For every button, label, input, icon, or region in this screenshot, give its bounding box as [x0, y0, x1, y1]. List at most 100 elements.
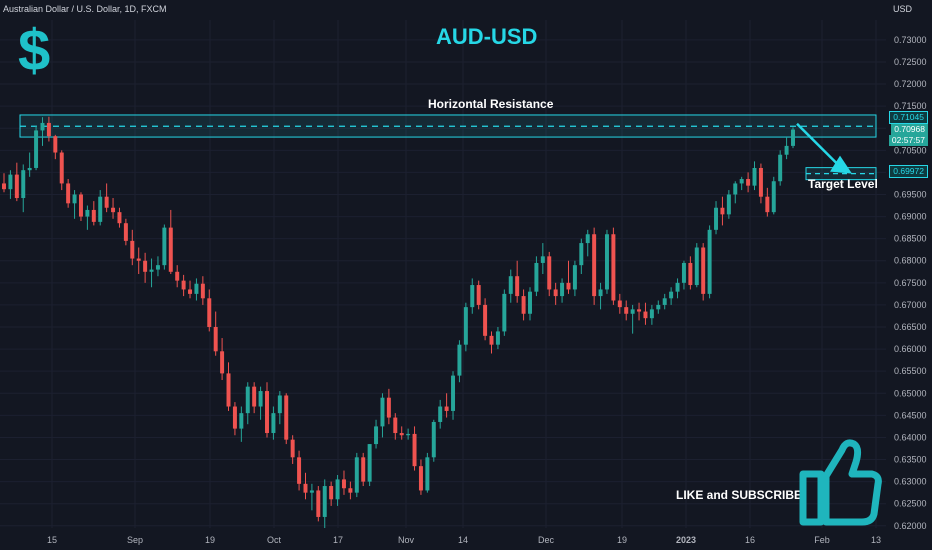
- resistance-price-tag: 0.71045: [889, 111, 928, 124]
- candle: [592, 227, 597, 305]
- candle: [406, 428, 411, 440]
- target-level-label: Target Level: [808, 177, 878, 191]
- target-arrow-line: [796, 122, 839, 166]
- candle-body: [540, 256, 545, 263]
- candle-body: [470, 285, 475, 308]
- candle-body: [784, 145, 789, 155]
- x-tick-label: 14: [458, 535, 468, 545]
- candle-body: [412, 433, 417, 467]
- candle: [181, 274, 186, 297]
- candle: [463, 302, 468, 352]
- candle: [265, 382, 269, 438]
- candle: [220, 338, 225, 381]
- candle-body: [521, 296, 526, 314]
- candle-body: [258, 391, 263, 407]
- candle: [521, 289, 526, 321]
- candle-body: [791, 129, 795, 146]
- dollar-sign-icon: $: [18, 18, 51, 83]
- candle-body: [175, 271, 180, 281]
- candle-body: [162, 227, 167, 266]
- candle-body: [649, 309, 654, 319]
- candle-body: [59, 152, 64, 184]
- candle-body: [104, 196, 109, 208]
- candle: [91, 201, 96, 226]
- candle-body: [188, 289, 193, 294]
- price-axis: 0.730000.725000.720000.715000.710000.705…: [894, 35, 927, 531]
- candle-body: [418, 466, 423, 491]
- y-tick-label: 0.68000: [894, 256, 927, 266]
- candle: [284, 393, 289, 445]
- candle-body: [630, 309, 635, 314]
- candle: [226, 362, 231, 411]
- candle-body: [265, 391, 269, 434]
- candle-body: [245, 386, 250, 414]
- candle: [547, 251, 552, 297]
- candle: [418, 459, 423, 495]
- candle-body: [604, 234, 609, 290]
- candle-body: [239, 413, 244, 429]
- y-tick-label: 0.66000: [894, 344, 927, 354]
- candle: [309, 483, 314, 511]
- candle: [143, 252, 148, 283]
- candle-body: [34, 130, 39, 168]
- candle: [258, 386, 263, 420]
- candle-body: [739, 179, 744, 184]
- candle-body: [220, 351, 225, 374]
- candle: [34, 126, 39, 171]
- candle: [431, 419, 436, 462]
- y-tick-label: 0.69000: [894, 212, 927, 222]
- candle: [637, 302, 642, 321]
- candle-body: [688, 262, 693, 286]
- candle-body: [675, 282, 680, 292]
- candle: [765, 187, 770, 217]
- chart-grid: [0, 20, 886, 528]
- candle: [175, 265, 180, 288]
- candle-body: [726, 194, 731, 215]
- candle: [784, 137, 789, 160]
- candle: [534, 256, 539, 297]
- candle: [771, 176, 776, 215]
- candle-body: [40, 122, 45, 131]
- candle-body: [553, 289, 558, 297]
- x-tick-label: 2023: [676, 535, 696, 545]
- x-tick-label: 15: [47, 535, 57, 545]
- candle: [239, 406, 244, 442]
- candle-body: [733, 183, 738, 195]
- candle: [656, 300, 661, 314]
- candle: [694, 243, 699, 288]
- candle: [245, 382, 250, 425]
- candle-body: [681, 262, 686, 283]
- candle-body: [406, 433, 411, 436]
- candle: [515, 260, 520, 303]
- candle-body: [252, 386, 257, 407]
- candle: [528, 287, 532, 321]
- candle-body: [194, 283, 199, 294]
- candle-body: [483, 304, 488, 336]
- candle: [162, 224, 167, 270]
- candle: [470, 278, 475, 314]
- candle: [714, 201, 719, 235]
- candle-body: [438, 406, 443, 422]
- candle: [322, 479, 327, 528]
- candle: [444, 393, 449, 418]
- time-axis: 15 Sep 19 Oct 17 Nov 14 Dec 19 2023 16 Feb 13: [47, 535, 881, 545]
- candle-body: [771, 181, 776, 213]
- candle: [630, 304, 635, 334]
- y-tick-label: 0.69500: [894, 189, 927, 199]
- candle-body: [85, 209, 90, 217]
- candle-body: [624, 307, 629, 314]
- candle-body: [451, 375, 456, 411]
- x-tick-label: Sep: [127, 535, 143, 545]
- candle-body: [399, 433, 404, 436]
- candle-body: [155, 265, 160, 270]
- candle: [78, 192, 83, 221]
- candle-body: [598, 289, 603, 297]
- candle: [707, 225, 712, 299]
- candle-body: [232, 406, 237, 429]
- x-tick-label: Nov: [398, 535, 415, 545]
- candle-body: [284, 395, 289, 440]
- candle-body: [431, 421, 436, 458]
- candle: [726, 190, 731, 219]
- chart-title: AUD-USD: [436, 24, 538, 49]
